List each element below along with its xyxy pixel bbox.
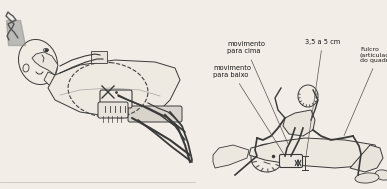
Ellipse shape: [23, 64, 29, 72]
FancyBboxPatch shape: [100, 90, 132, 108]
FancyBboxPatch shape: [279, 154, 303, 167]
FancyBboxPatch shape: [128, 106, 182, 122]
FancyBboxPatch shape: [91, 51, 107, 63]
Ellipse shape: [355, 173, 379, 183]
FancyBboxPatch shape: [98, 102, 128, 118]
Polygon shape: [213, 145, 249, 168]
Text: 3,5 a 5 cm: 3,5 a 5 cm: [305, 39, 340, 160]
Ellipse shape: [375, 170, 387, 180]
Text: movimento
para baixo: movimento para baixo: [213, 66, 284, 154]
Text: movimento
para cima: movimento para cima: [227, 42, 288, 143]
Polygon shape: [249, 138, 380, 168]
Ellipse shape: [43, 49, 48, 51]
Ellipse shape: [298, 85, 318, 107]
Ellipse shape: [19, 40, 58, 84]
Text: Fulcro
(articulação
do quadril): Fulcro (articulação do quadril): [344, 47, 387, 136]
Polygon shape: [44, 72, 62, 88]
Polygon shape: [283, 110, 315, 136]
Polygon shape: [350, 145, 383, 172]
Polygon shape: [48, 60, 180, 118]
Ellipse shape: [251, 144, 283, 172]
Polygon shape: [32, 52, 58, 75]
